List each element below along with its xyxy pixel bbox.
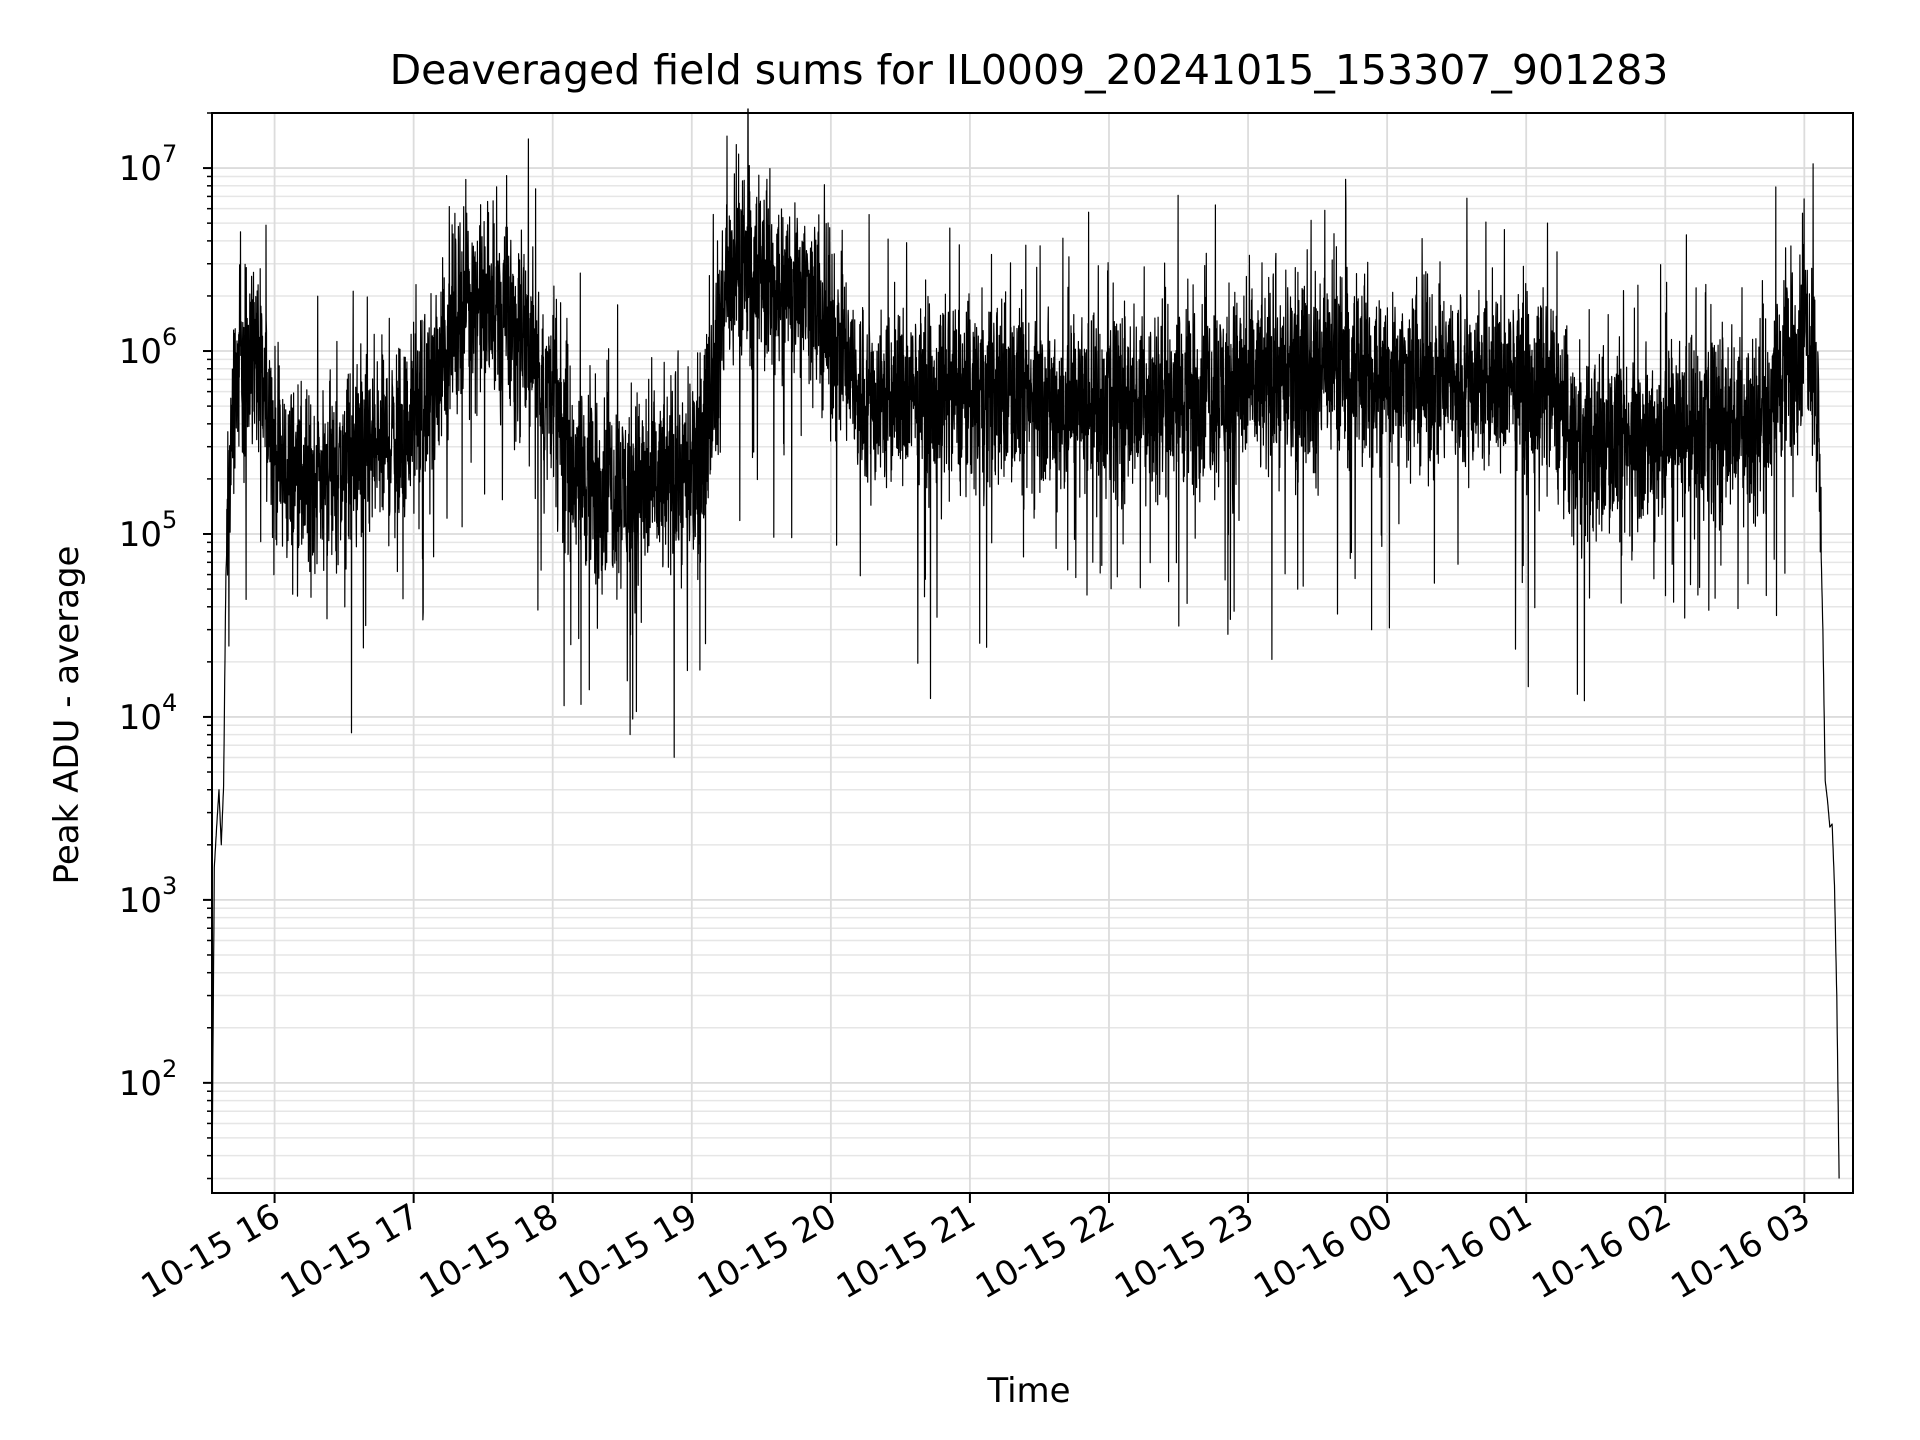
y-tick-label: 10 bbox=[119, 515, 162, 555]
y-tick-exponent: 3 bbox=[162, 872, 177, 900]
plot-frame bbox=[211, 112, 1854, 1194]
y-tick-exponent: 4 bbox=[162, 689, 177, 717]
y-tick-label: 10 bbox=[119, 1064, 162, 1104]
y-tick-exponent: 7 bbox=[162, 140, 177, 168]
x-axis-label: Time bbox=[986, 1371, 1070, 1411]
data-series bbox=[211, 108, 1840, 1179]
y-tick-exponent: 5 bbox=[162, 506, 177, 534]
y-tick-exponent: 6 bbox=[162, 323, 177, 351]
y-tick-label: 10 bbox=[119, 698, 162, 738]
series-line bbox=[211, 108, 1840, 1179]
y-tick-label: 10 bbox=[119, 881, 162, 921]
y-tick-label: 10 bbox=[119, 332, 162, 372]
y-axis-label: Peak ADU - average bbox=[47, 546, 87, 885]
y-tick-exponent: 2 bbox=[162, 1055, 177, 1083]
y-tick-label: 10 bbox=[119, 149, 162, 189]
chart-title: Deaveraged field sums for IL0009_2024101… bbox=[390, 46, 1669, 94]
